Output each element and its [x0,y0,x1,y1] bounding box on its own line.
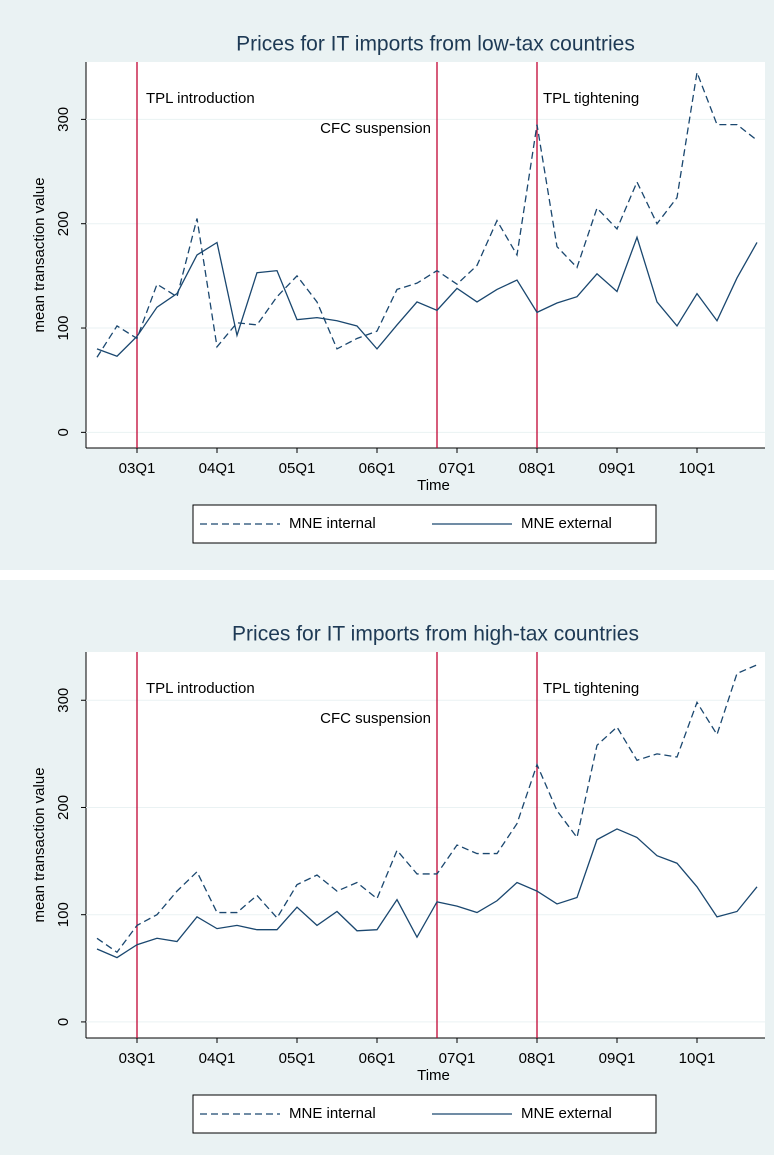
x-axis-label: Time [417,477,450,494]
x-tick-label: 08Q1 [519,1050,556,1067]
x-tick-label: 04Q1 [199,460,236,477]
x-tick-label: 04Q1 [199,1050,236,1067]
x-tick-label: 05Q1 [279,1050,316,1067]
y-tick-label: 100 [55,316,72,341]
series-line [96,235,758,357]
y-tick-label: 300 [55,107,72,132]
annotation: TPL tightening [543,680,639,697]
plot-area [86,62,765,448]
series-line [96,664,758,954]
series-line [96,828,758,959]
y-axis-label: mean transaction value [31,177,48,332]
annotation: TPL introduction [146,680,255,697]
x-tick-label: 07Q1 [439,1050,476,1067]
chart-title: Prices for IT imports from low-tax count… [236,33,635,56]
x-axis-label: Time [417,1067,450,1084]
annotation: TPL tightening [543,90,639,107]
chart-title: Prices for IT imports from high-tax coun… [232,623,639,646]
x-tick-label: 07Q1 [439,460,476,477]
x-tick-label: 10Q1 [679,1050,716,1067]
y-tick-label: 300 [55,688,72,713]
x-tick-label: 03Q1 [119,1050,156,1067]
legend-label: MNE internal [289,1105,376,1122]
legend-label: MNE external [521,1105,612,1122]
legend-label: MNE external [521,515,612,532]
x-tick-label: 10Q1 [679,460,716,477]
y-tick-label: 0 [55,1018,72,1026]
x-tick-label: 06Q1 [359,460,396,477]
y-tick-label: 0 [55,428,72,436]
x-tick-label: 09Q1 [599,1050,636,1067]
x-tick-label: 09Q1 [599,460,636,477]
x-tick-label: 06Q1 [359,1050,396,1067]
y-tick-label: 200 [55,211,72,236]
plot-area [86,652,765,1038]
annotation: TPL introduction [146,90,255,107]
x-tick-label: 03Q1 [119,460,156,477]
series-line [96,69,758,358]
chart: Prices for IT imports from high-tax coun… [0,580,774,1155]
y-tick-label: 200 [55,795,72,820]
annotation: CFC suspension [320,710,431,727]
x-tick-label: 08Q1 [519,460,556,477]
legend-label: MNE internal [289,515,376,532]
y-tick-label: 100 [55,902,72,927]
x-tick-label: 05Q1 [279,460,316,477]
annotation: CFC suspension [320,120,431,137]
y-axis-label: mean transaction value [31,767,48,922]
chart: Prices for IT imports from low-tax count… [0,0,774,570]
